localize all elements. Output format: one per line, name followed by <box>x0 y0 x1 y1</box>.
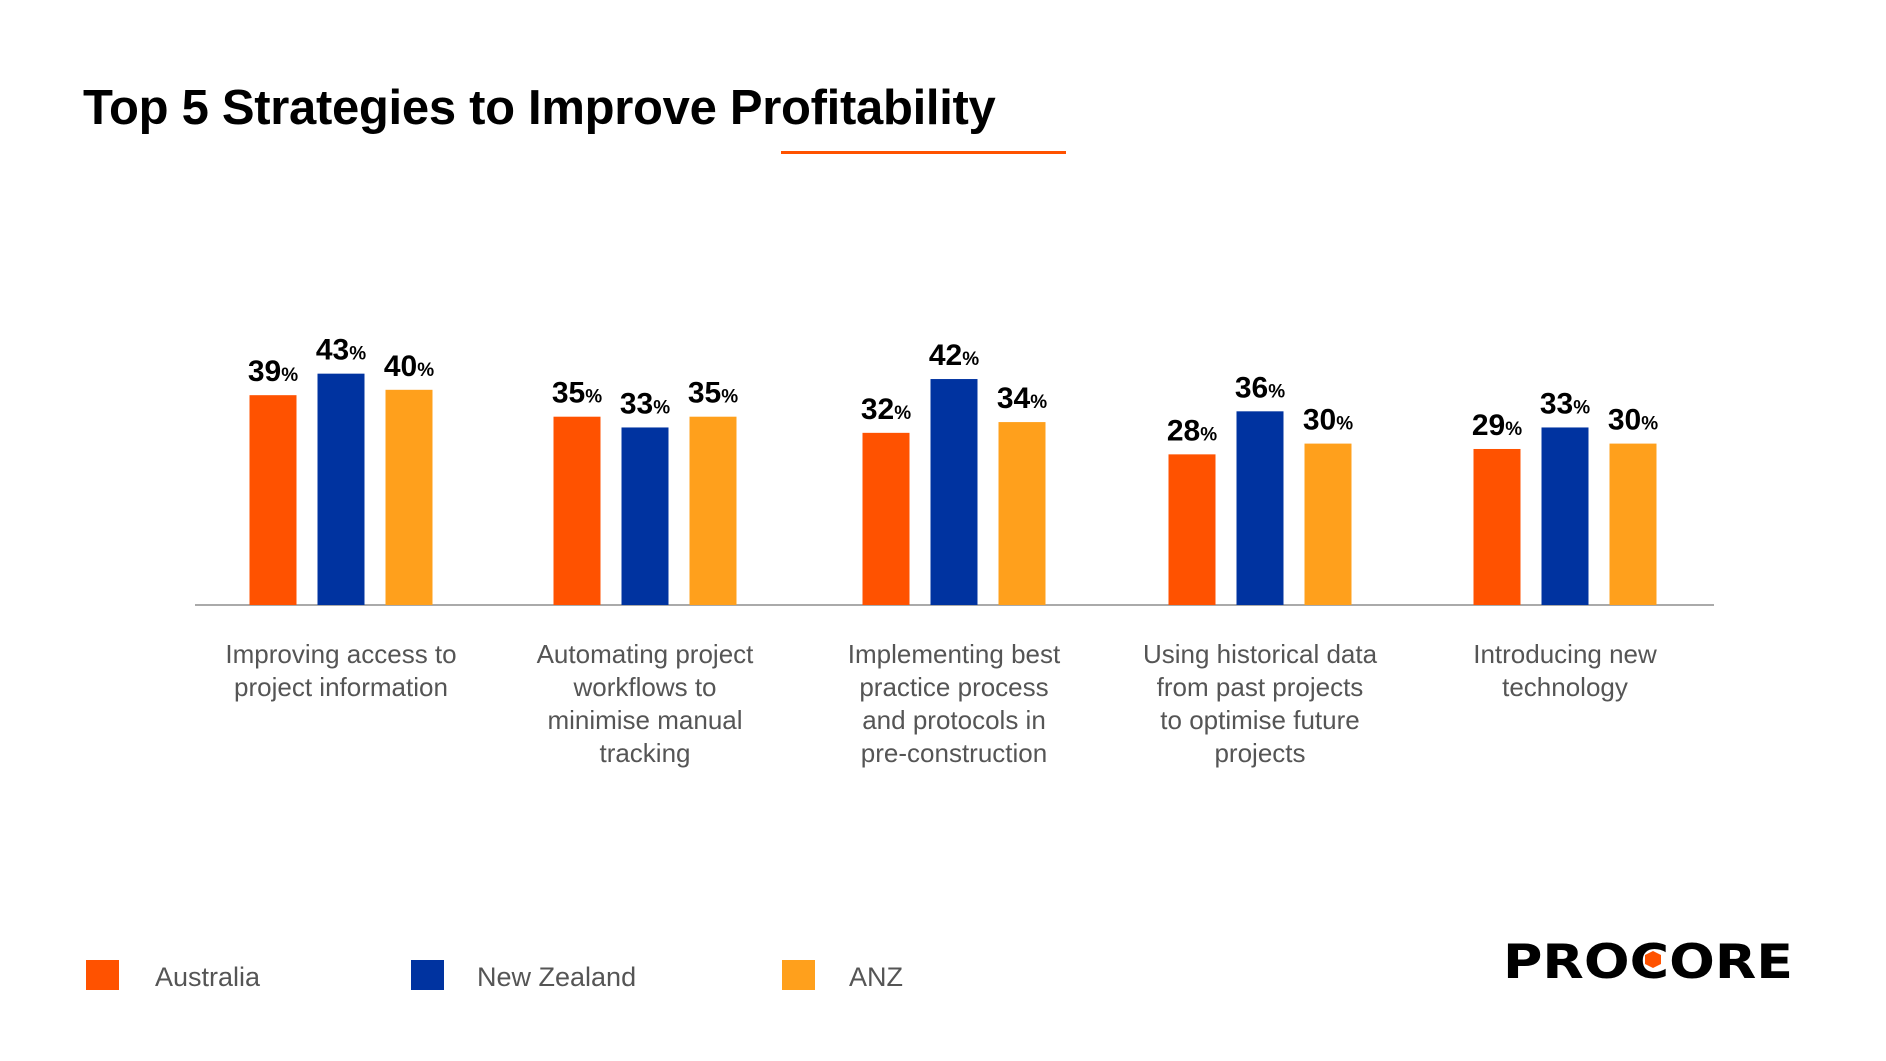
bar-anz <box>1609 443 1657 605</box>
bar-anz <box>689 416 737 605</box>
bar-australia <box>1168 454 1216 605</box>
data-label: 30% <box>1303 404 1353 437</box>
bar-australia <box>249 395 297 605</box>
bar-new-zealand <box>1541 427 1589 605</box>
bar-anz <box>998 422 1046 605</box>
data-label: 29% <box>1472 409 1522 442</box>
bar-australia <box>1473 448 1521 605</box>
legend-label: Australia <box>155 962 261 992</box>
data-label: 40% <box>384 350 434 383</box>
data-label: 43% <box>316 334 366 367</box>
category-label: Automating project workflows to minimise m… <box>536 639 754 768</box>
data-label: 35% <box>552 377 602 410</box>
bar-new-zealand <box>1236 411 1284 605</box>
data-label: 33% <box>620 387 670 420</box>
legend-swatch <box>782 960 815 990</box>
data-label: 35% <box>688 377 738 410</box>
category-label: Improving access to project information <box>225 639 457 702</box>
title-underline <box>781 151 1066 154</box>
procore-logo: PROCORE <box>1503 936 1793 982</box>
data-label: 34% <box>997 382 1047 415</box>
legend-swatch <box>411 960 444 990</box>
data-label: 33% <box>1540 387 1590 420</box>
bar-anz <box>385 389 433 605</box>
legend-label: New Zealand <box>477 962 637 992</box>
data-label: 42% <box>929 339 979 372</box>
bar-australia <box>553 416 601 605</box>
category-label: Implementing best practice process and pro… <box>847 639 1061 768</box>
bar-new-zealand <box>621 427 669 605</box>
chart-title: Top 5 Strategies to Improve Profitabilit… <box>83 81 996 135</box>
bar-australia <box>862 432 910 605</box>
bar-anz <box>1304 443 1352 605</box>
legend-swatch <box>86 960 119 990</box>
category-label: Using historical data from past projects t… <box>1142 639 1378 768</box>
data-label: 28% <box>1167 414 1217 447</box>
category-label: Introducing new technology <box>1473 639 1657 702</box>
bar-new-zealand <box>930 379 978 605</box>
data-label: 32% <box>861 393 911 426</box>
data-label: 30% <box>1608 404 1658 437</box>
data-label: 39% <box>248 355 298 388</box>
data-label: 36% <box>1235 371 1285 404</box>
bar-new-zealand <box>317 373 365 605</box>
legend-label: ANZ <box>849 962 903 992</box>
